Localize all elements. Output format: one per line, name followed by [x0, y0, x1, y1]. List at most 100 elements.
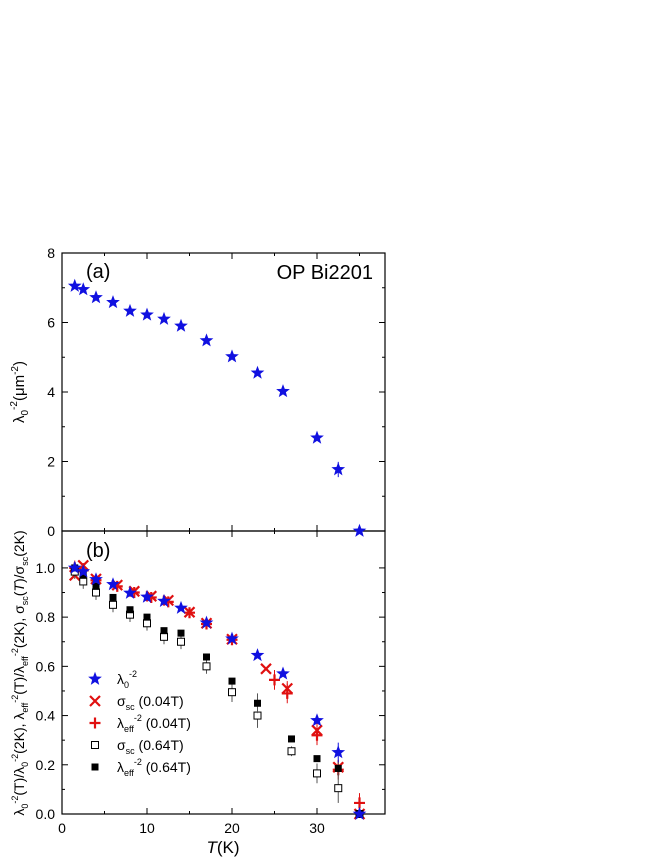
y-tick-label: 1.0	[36, 560, 56, 576]
data-point	[250, 648, 265, 662]
data-point	[253, 711, 262, 720]
data-point	[334, 784, 343, 793]
panel-a-marks	[67, 278, 367, 537]
data-point	[287, 747, 296, 756]
data-point	[157, 593, 171, 607]
data-point	[225, 349, 239, 363]
ylabel-a-sub: 0	[20, 410, 31, 416]
data-point	[67, 560, 82, 574]
data-point	[199, 615, 214, 629]
x-tick-label: 0	[58, 820, 66, 836]
x-tick-label: 20	[224, 820, 240, 836]
data-point	[109, 600, 117, 609]
data-point	[92, 588, 100, 597]
legend-label: σsc (0.64T)	[117, 737, 184, 756]
data-point	[174, 318, 188, 332]
legend-marker	[88, 671, 102, 685]
data-point	[126, 606, 134, 614]
panel-a-ticks: 0 2 4 6 8	[47, 245, 385, 539]
legend: λ0-2 σsc (0.04T)λeff-2 (0.04T) σsc (0.64T)…	[88, 669, 191, 778]
data-point	[281, 687, 293, 699]
data-point	[157, 311, 171, 325]
data-point	[331, 462, 346, 476]
panel-b-marks	[67, 559, 367, 820]
data-point	[352, 806, 367, 820]
data-point	[203, 653, 210, 661]
data-point	[160, 627, 168, 635]
data-point	[250, 365, 265, 379]
legend-marker	[89, 695, 101, 707]
data-point	[310, 430, 324, 444]
data-point	[109, 593, 117, 601]
panel-b-ticks: 0.0 0.2 0.4 0.6 0.8 1.0 0 10 20 30	[36, 531, 385, 836]
ylabel-a-main: λ	[11, 415, 28, 423]
legend-label: λeff-2 (0.64T)	[117, 757, 191, 778]
panel-a-label: (a)	[86, 261, 110, 283]
panel-a-frame	[61, 252, 386, 532]
y-tick-label: 0	[47, 523, 55, 539]
legend-label: σsc (0.04T)	[117, 693, 184, 712]
data-point	[123, 585, 137, 599]
ylabel-a-close: )	[11, 361, 28, 366]
ylabel-a-unit: (μm	[11, 375, 28, 401]
data-point	[313, 755, 321, 763]
y-tick-label: 2	[47, 454, 55, 470]
data-point	[311, 729, 323, 741]
xlabel-rest: (K)	[217, 838, 240, 857]
data-point	[184, 607, 195, 619]
y-tick-label: 6	[47, 315, 55, 331]
legend-marker	[91, 741, 99, 749]
xlabel-italic: T	[206, 838, 218, 857]
x-tick-label: 10	[139, 820, 155, 836]
panel-b-ylabel: λ0-2(T)/λ0-2(2K), λeff-2(T)/λeff-2(2K), …	[10, 530, 30, 815]
panel-a-annotation: OP Bi2201	[277, 262, 373, 284]
data-point	[225, 631, 239, 645]
data-point	[79, 571, 87, 579]
data-point	[313, 769, 321, 778]
data-point	[89, 572, 103, 586]
data-point	[92, 582, 100, 590]
data-point	[79, 577, 88, 586]
y-tick-label: 0.0	[36, 806, 56, 822]
panel-b-xlabel: T(K)	[206, 838, 239, 857]
data-point	[76, 282, 91, 296]
data-point	[140, 307, 154, 321]
data-point	[228, 677, 236, 685]
data-point	[354, 797, 365, 809]
data-point	[123, 303, 137, 317]
legend-label: λ0-2	[117, 669, 137, 690]
data-point	[174, 600, 188, 614]
panel-b-frame	[61, 530, 386, 815]
y-tick-label: 0.2	[36, 757, 56, 773]
x-tick-label: 30	[309, 820, 325, 836]
y-tick-label: 4	[47, 384, 55, 400]
data-point	[140, 589, 154, 603]
data-point	[76, 564, 91, 578]
legend-label: λeff-2 (0.04T)	[117, 713, 191, 734]
data-point	[177, 637, 185, 646]
data-point	[143, 619, 151, 628]
data-point	[160, 632, 168, 641]
y-tick-label: 8	[47, 245, 55, 261]
data-point	[89, 290, 103, 304]
ylabel-a-unit-sup: -2	[10, 366, 21, 375]
data-point	[177, 629, 185, 637]
data-point	[276, 384, 290, 398]
data-point	[260, 663, 272, 675]
y-tick-label: 0.8	[36, 609, 56, 625]
legend-marker	[89, 717, 101, 729]
legend-marker	[91, 763, 99, 771]
data-point	[276, 666, 290, 680]
panel-a-ylabel: λ0-2(μm-2)	[9, 361, 31, 423]
data-point	[254, 699, 261, 707]
data-point	[67, 278, 82, 292]
data-point	[199, 333, 214, 347]
data-point	[143, 613, 151, 621]
data-point	[288, 735, 295, 743]
data-point	[202, 662, 211, 671]
data-point	[269, 674, 280, 686]
data-point	[106, 577, 120, 591]
data-point	[310, 713, 324, 727]
y-tick-label: 0.4	[36, 708, 56, 724]
